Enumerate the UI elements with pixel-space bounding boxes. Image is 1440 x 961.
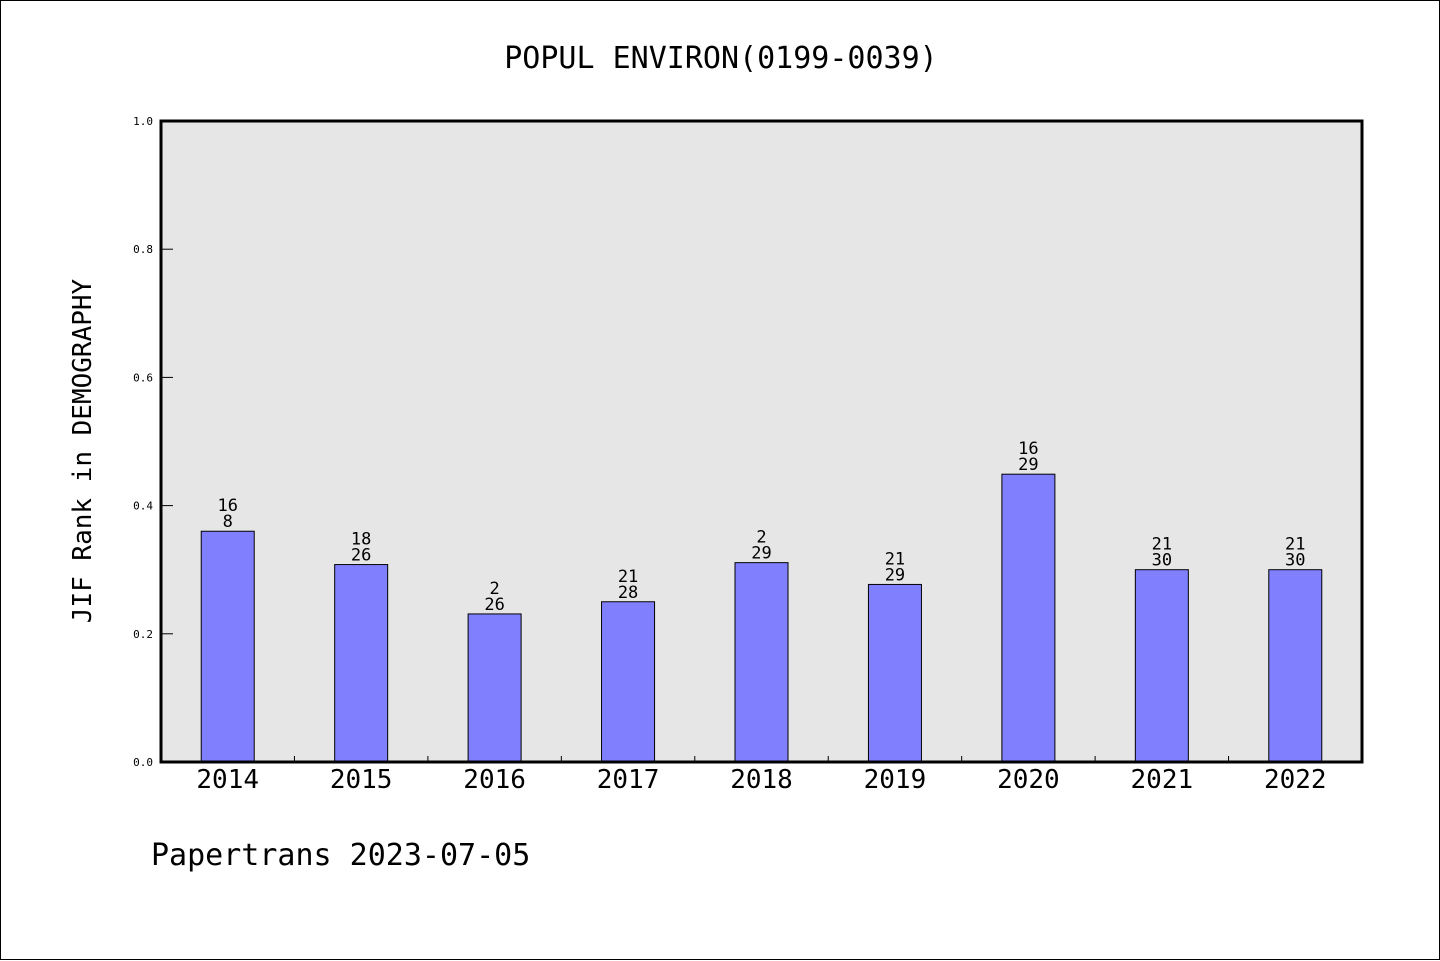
data-label-top: 2 [489, 579, 499, 599]
y-tick-label: 0.0 [133, 756, 153, 769]
bar-2018 [734, 562, 789, 763]
data-label-bottom: 29 [1018, 455, 1038, 475]
data-label-top: 21 [618, 567, 638, 587]
y-tick-label: 0.4 [133, 500, 153, 513]
data-label-bottom: 30 [1285, 551, 1305, 571]
y-axis-label: JIF Rank in DEMOGRAPHY [68, 278, 98, 623]
data-label-top: 2 [756, 528, 766, 548]
data-label-top: 21 [885, 549, 905, 569]
footer-credit: Papertrans 2023-07-05 [151, 838, 530, 873]
bar-2022 [1268, 569, 1323, 763]
x-tick-label: 2015 [330, 765, 393, 795]
y-tick-label: 1.0 [133, 115, 153, 128]
x-axis: 2014 2015 2016 2017 2018 2019 2020 2021 2022 [196, 756, 1327, 795]
x-tick-label: 2022 [1264, 765, 1327, 795]
data-label-top: 16 [1018, 439, 1038, 459]
x-tick-label: 2020 [997, 765, 1060, 795]
y-tick-label: 0.6 [133, 371, 153, 384]
y-tick-label: 0.8 [133, 243, 153, 256]
plot-border [159, 119, 1364, 764]
bar-2020 [1001, 473, 1056, 763]
bars [200, 473, 1323, 763]
x-tick-label: 2019 [864, 765, 927, 795]
data-label-bottom: 29 [751, 544, 771, 564]
y-axis: 0.0 0.2 0.4 0.6 0.8 1.0 [133, 115, 173, 769]
data-label-bottom: 28 [618, 583, 638, 603]
data-label-bottom: 8 [223, 512, 233, 532]
data-label-bottom: 30 [1152, 551, 1172, 571]
data-label-top: 21 [1285, 535, 1305, 555]
x-tick-label: 2016 [463, 765, 526, 795]
bar-2017 [601, 601, 656, 763]
data-label-bottom: 26 [484, 595, 504, 615]
bar-2014 [200, 530, 255, 763]
bar-2019 [867, 583, 922, 763]
data-label-top: 16 [217, 496, 237, 516]
data-label-bottom: 29 [885, 565, 905, 585]
x-tick-label: 2017 [597, 765, 660, 795]
bar-2016 [467, 613, 522, 763]
bar-2021 [1134, 569, 1189, 763]
y-tick-label: 0.2 [133, 628, 153, 641]
bar-2015 [334, 564, 389, 763]
x-tick-label: 2021 [1131, 765, 1194, 795]
data-label-top: 18 [351, 530, 371, 550]
data-label-bottom: 26 [351, 546, 371, 566]
chart-title: POPUL ENVIRON(0199-0039) [504, 41, 937, 76]
x-tick-label: 2018 [730, 765, 793, 795]
x-tick-label: 2014 [196, 765, 259, 795]
data-label-top: 21 [1152, 535, 1172, 555]
